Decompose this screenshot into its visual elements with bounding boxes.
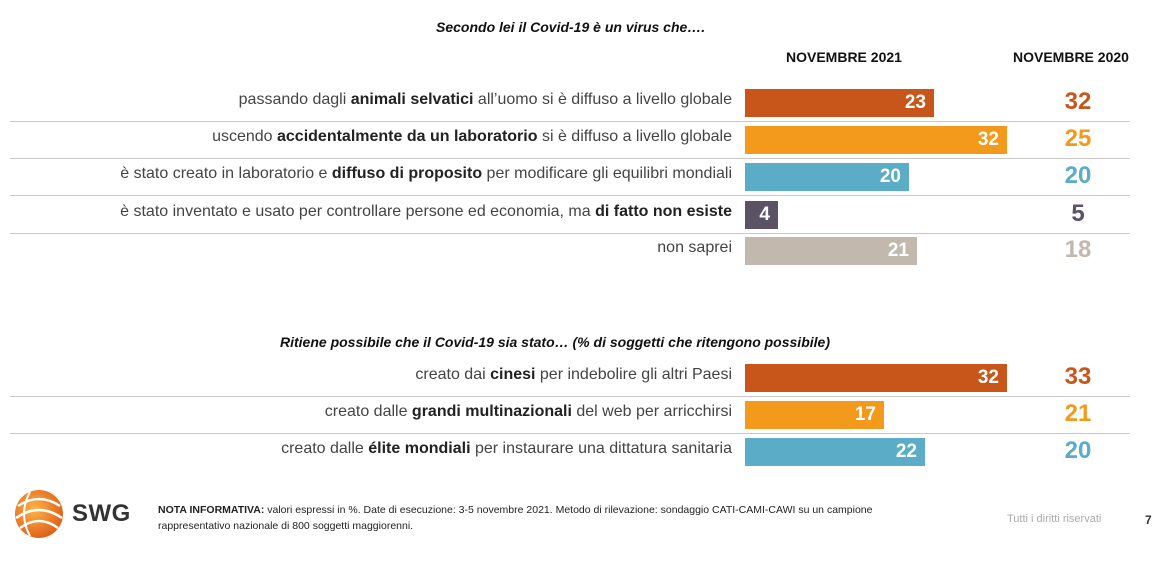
- bar-2021: 21: [745, 237, 917, 265]
- logo-text: SWG: [72, 500, 131, 527]
- row-label: non saprei: [657, 239, 732, 257]
- footer-note: NOTA INFORMATIVA: valori espressi in %. …: [158, 502, 938, 534]
- row-label-bold: diffuso di proposito: [331, 165, 483, 182]
- row-label-text: non saprei: [657, 239, 732, 256]
- swg-logo: SWG: [10, 488, 140, 540]
- value-2020: 33: [1064, 363, 1092, 390]
- value-2020: 32: [1064, 88, 1092, 115]
- bar-2021: 32: [745, 126, 1007, 154]
- row-label-text: del web per arricchirsi: [571, 403, 732, 420]
- section2-title: Ritiene possibile che il Covid-19 sia st…: [280, 334, 830, 350]
- value-2020: 20: [1064, 162, 1092, 189]
- bar-2021: 20: [745, 163, 909, 191]
- bar-2021: 4: [745, 201, 778, 229]
- row-label: creato dai cinesi per indebolire gli alt…: [415, 366, 732, 384]
- row-label-text: per indebolire gli altri Paesi: [535, 366, 732, 383]
- bar-2021: 17: [745, 401, 884, 429]
- rights-text: Tutti i diritti riservati: [1007, 513, 1102, 525]
- column-header-2020: NOVEMBRE 2020: [1013, 49, 1129, 65]
- row-label-bold: élite mondiali: [368, 440, 471, 457]
- row-label-bold: cinesi: [490, 366, 536, 383]
- row-label-text: si è diffuso a livello globale: [537, 128, 732, 145]
- row-separator: [10, 121, 1130, 122]
- row-label: creato dalle élite mondiali per instaura…: [281, 440, 732, 458]
- row-label-text: passando dagli: [238, 91, 351, 108]
- value-2020: 21: [1064, 400, 1092, 427]
- footer-note-text: valori espressi in %. Date di esecuzione…: [158, 504, 873, 532]
- value-2020: 18: [1064, 236, 1092, 263]
- column-header-2021: NOVEMBRE 2021: [786, 49, 902, 65]
- row-separator: [10, 195, 1130, 196]
- row-label-bold: grandi multinazionali: [411, 403, 572, 420]
- row-label-bold: di fatto non esiste: [595, 203, 732, 220]
- globe-icon: [15, 490, 63, 538]
- row-separator: [10, 396, 1130, 397]
- row-label-text: creato dai: [415, 366, 491, 383]
- row-separator: [10, 233, 1130, 234]
- row-label: uscendo accidentalmente da un laboratori…: [212, 128, 732, 146]
- footer-note-label: NOTA INFORMATIVA:: [158, 504, 265, 516]
- row-label-bold: accidentalmente da un laboratorio: [277, 128, 538, 145]
- row-label-bold: animali selvatici: [350, 91, 474, 108]
- value-2020: 20: [1064, 437, 1092, 464]
- row-label-text: per instaurare una dittatura sanitaria: [470, 440, 732, 457]
- value-2020: 25: [1064, 125, 1092, 152]
- bar-2021: 22: [745, 438, 925, 466]
- row-label-text: creato dalle: [281, 440, 369, 457]
- row-label: creato dalle grandi multinazionali del w…: [325, 403, 732, 421]
- row-label-text: creato dalle: [324, 403, 412, 420]
- row-label: è stato creato in laboratorio e diffuso …: [120, 165, 732, 183]
- row-label-text: all’uomo si è diffuso a livello globale: [473, 91, 732, 108]
- page-number: 7: [1145, 513, 1152, 527]
- row-label: è stato inventato e usato per controllar…: [120, 203, 732, 221]
- row-label-text: è stato creato in laboratorio e: [120, 165, 332, 182]
- bar-2021: 32: [745, 364, 1007, 392]
- value-2020: 5: [1071, 200, 1085, 227]
- row-label-text: è stato inventato e usato per controllar…: [120, 203, 596, 220]
- row-label: passando dagli animali selvatici all’uom…: [239, 91, 732, 109]
- section1-title: Secondo lei il Covid-19 è un virus che….: [436, 19, 706, 35]
- row-separator: [10, 158, 1130, 159]
- bar-2021: 23: [745, 89, 934, 117]
- row-separator: [10, 433, 1130, 434]
- row-label-text: per modificare gli equilibri mondiali: [482, 165, 732, 182]
- row-label-text: uscendo: [212, 128, 277, 145]
